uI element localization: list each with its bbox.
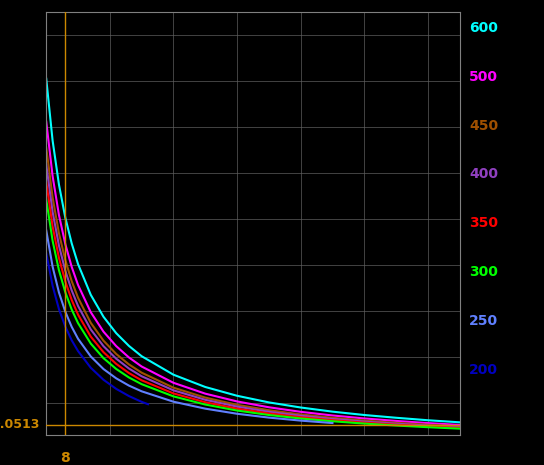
Text: 450: 450 (469, 119, 498, 133)
Text: 250: 250 (469, 314, 498, 328)
Text: 300: 300 (469, 265, 498, 279)
Text: 8: 8 (60, 452, 70, 465)
Text: 500: 500 (469, 70, 498, 84)
Text: 350: 350 (469, 216, 498, 230)
Text: 0.0513: 0.0513 (0, 418, 39, 432)
Text: 200: 200 (469, 363, 498, 377)
Text: 400: 400 (469, 167, 498, 181)
Text: 600: 600 (469, 21, 498, 35)
